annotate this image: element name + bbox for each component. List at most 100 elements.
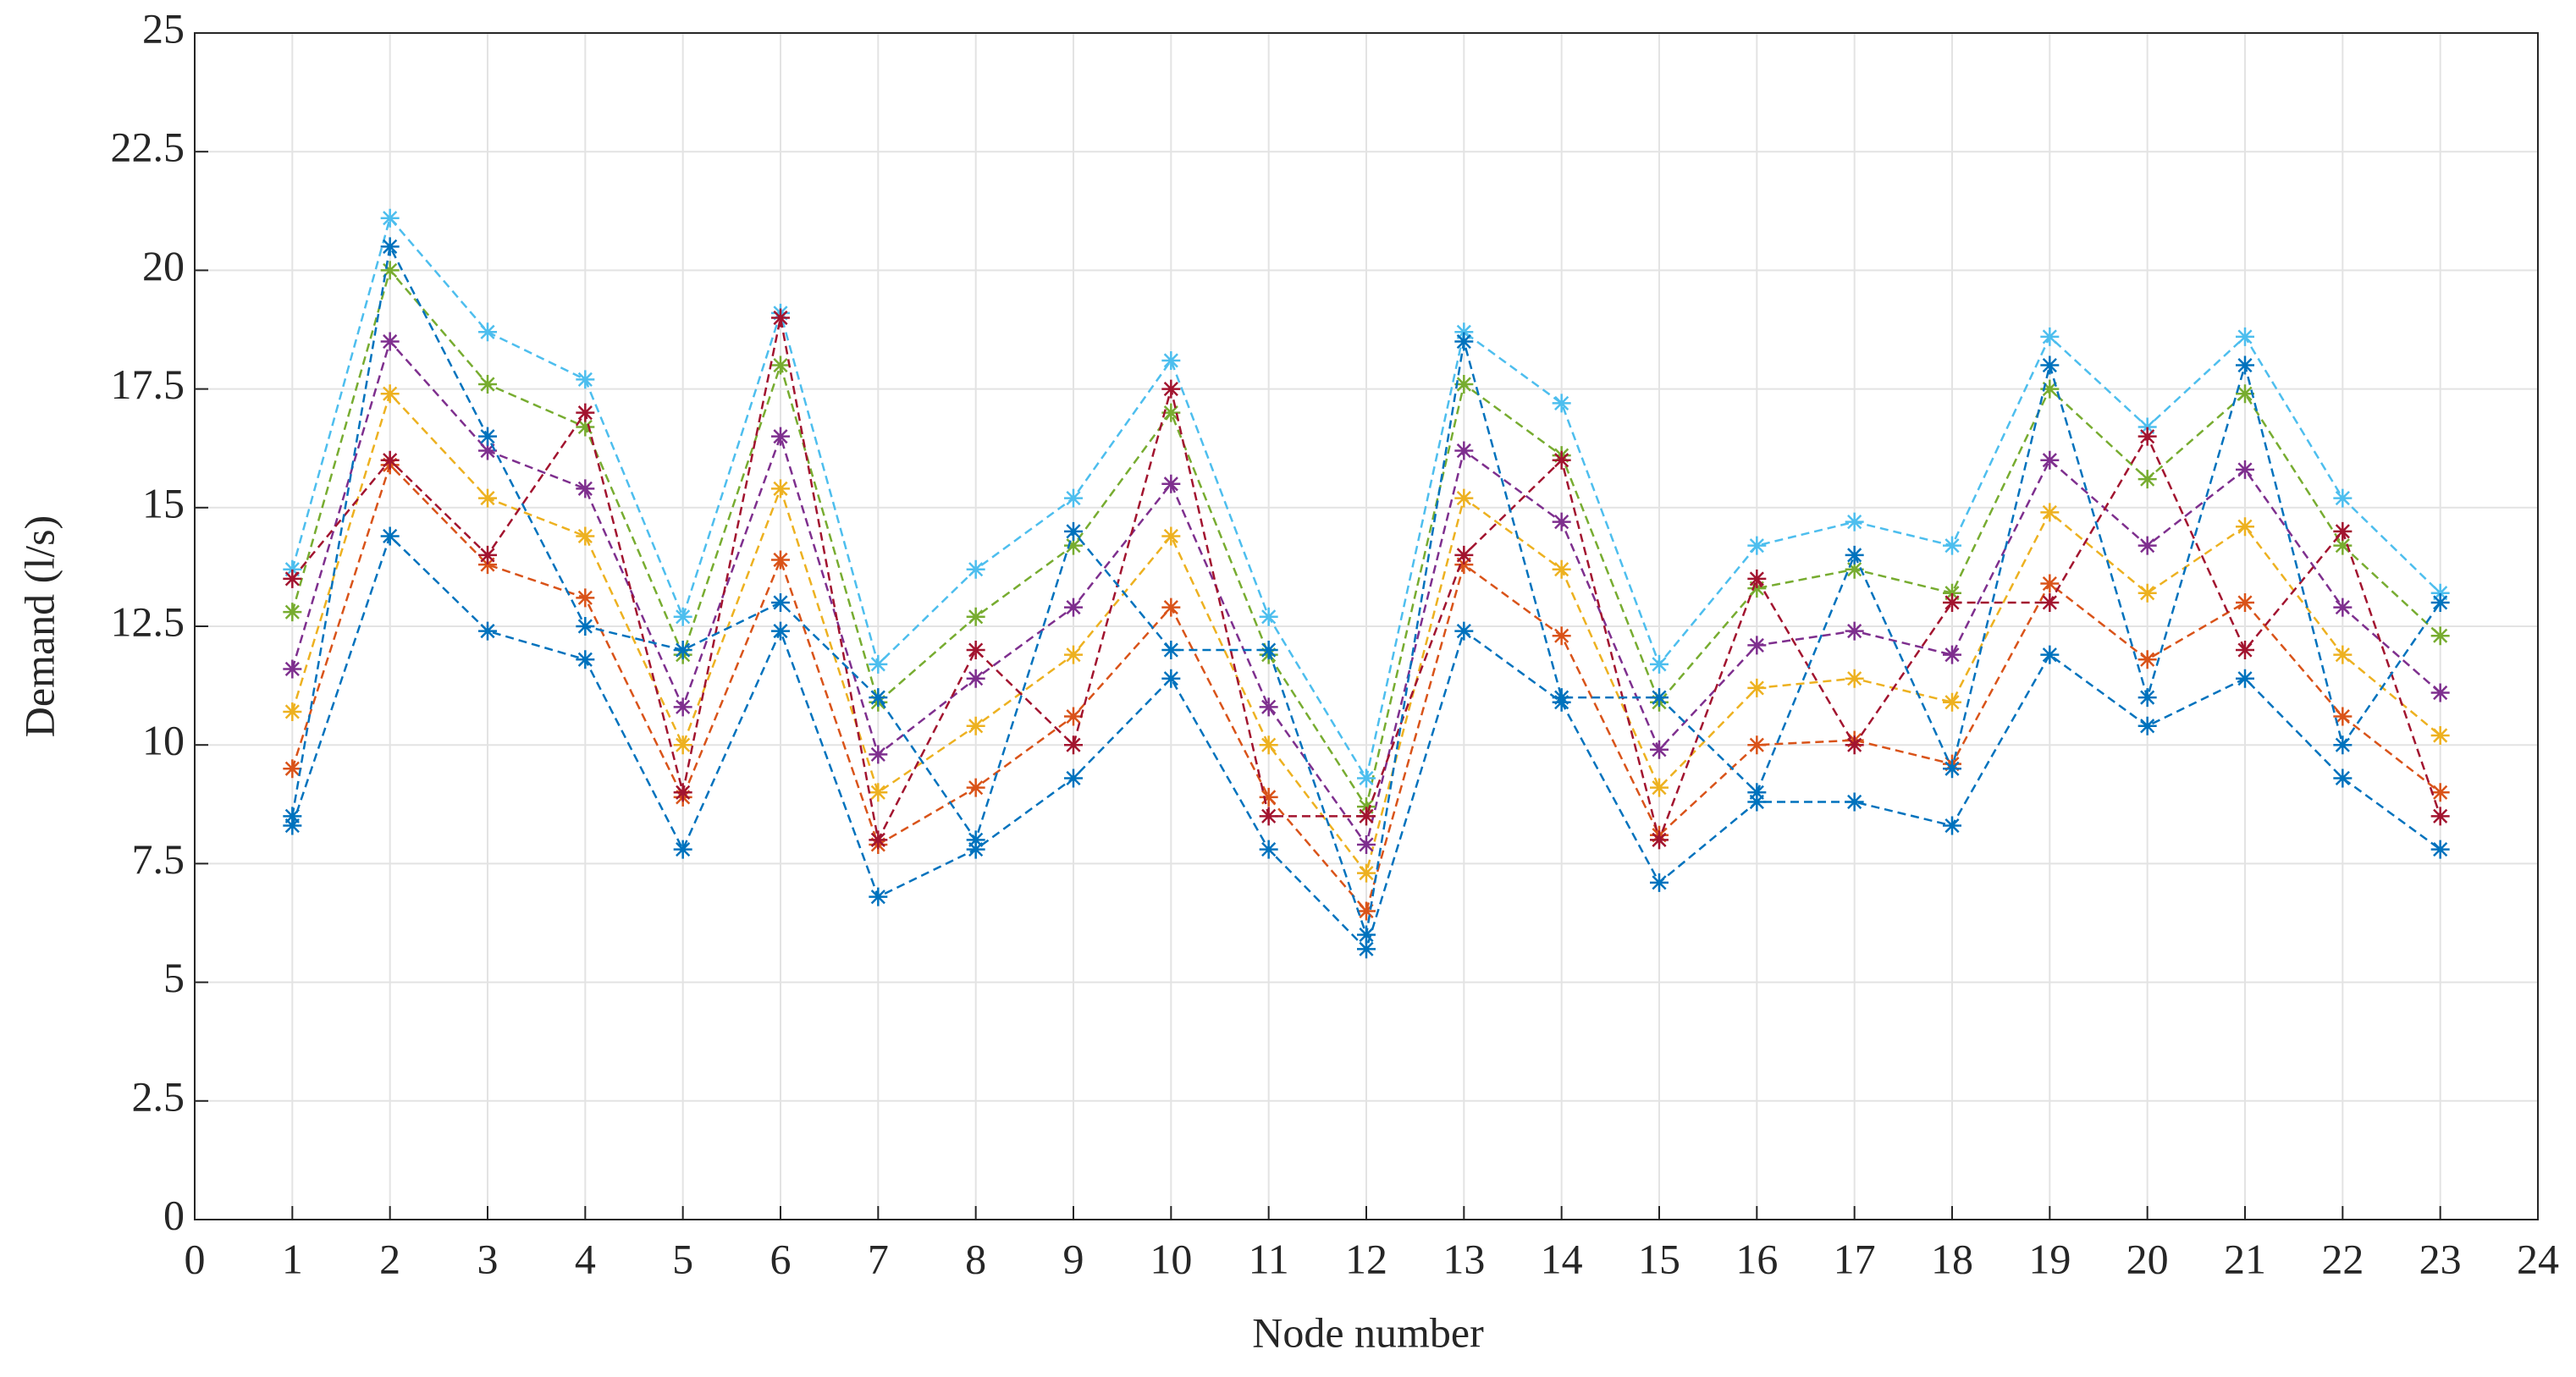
marker [283,603,302,622]
marker [2040,327,2060,346]
marker [2137,536,2157,555]
marker [2137,417,2157,437]
marker [869,654,888,674]
marker [2236,384,2254,404]
marker [576,370,595,389]
y-tick-label: 0 [163,1191,185,1238]
marker [283,559,302,579]
x-tick-label: 8 [965,1235,986,1282]
marker [869,783,888,802]
marker [2430,592,2450,612]
marker [966,830,985,850]
x-tick-label: 2 [379,1235,400,1282]
marker [1161,474,1181,493]
marker [1747,783,1767,802]
marker [673,735,692,755]
marker [2137,583,2157,603]
marker [576,526,595,546]
marker [1259,840,1278,859]
marker [1161,350,1181,370]
marker [2236,355,2254,375]
marker [673,840,692,859]
marker [1454,374,1474,394]
marker [1064,768,1083,788]
marker [1747,636,1767,655]
marker [1357,863,1376,883]
marker [2040,379,2060,399]
marker [673,641,692,660]
marker [2137,427,2157,446]
marker [1552,688,1571,708]
marker [2040,592,2060,612]
marker [478,427,497,446]
marker [1650,654,1669,674]
x-tick-label: 16 [1735,1235,1778,1282]
marker [1552,450,1571,470]
x-tick-label: 7 [868,1235,889,1282]
marker [380,384,400,404]
marker [771,308,790,328]
marker [1064,707,1083,726]
x-tick-label: 10 [1150,1235,1192,1282]
marker [1845,512,1864,532]
marker [478,621,497,641]
marker [283,807,302,826]
marker [380,526,400,546]
x-tick-label: 9 [1063,1235,1084,1282]
x-tick-label: 15 [1638,1235,1680,1282]
marker [2430,626,2450,646]
marker [576,479,595,498]
marker [1747,536,1767,555]
marker [2333,707,2353,726]
marker [2430,683,2450,702]
marker [1064,735,1083,755]
marker [1454,545,1474,565]
series-line [291,317,2441,844]
marker [2040,645,2060,664]
marker [1747,678,1767,697]
marker [1747,735,1767,755]
marker [771,427,790,446]
x-tick-label: 5 [672,1235,693,1282]
x-tick-label: 14 [1541,1235,1583,1282]
marker [869,887,888,906]
marker [966,641,985,660]
marker [1943,536,1961,555]
x-tick-label: 6 [770,1235,792,1282]
y-tick-label: 15 [142,479,185,526]
marker [283,659,302,679]
marker [1357,925,1376,945]
marker [771,355,790,375]
marker [1357,768,1376,788]
marker [2236,669,2254,688]
x-tick-label: 3 [477,1235,499,1282]
marker [576,588,595,608]
marker [966,840,985,859]
marker [1845,735,1864,755]
marker [966,778,985,797]
marker [1943,592,1961,612]
axes-box [194,32,2539,1220]
marker [771,550,790,570]
marker [1747,569,1767,588]
marker [1064,598,1083,617]
marker [2333,598,2353,617]
marker [2040,355,2060,375]
x-tick-label: 12 [1345,1235,1387,1282]
x-tick-label: 24 [2517,1235,2559,1282]
x-tick-label: 1 [282,1235,303,1282]
marker [1454,621,1474,641]
marker [1064,536,1083,555]
marker [1454,488,1474,508]
marker [1943,759,1961,779]
marker [1259,807,1278,826]
marker [1845,559,1864,579]
y-axis-label: Demand (l/s) [15,515,63,737]
marker [2333,521,2353,541]
marker [2137,716,2157,735]
marker [673,697,692,717]
marker [1357,901,1376,921]
marker [2137,650,2157,669]
marker [2236,592,2254,612]
